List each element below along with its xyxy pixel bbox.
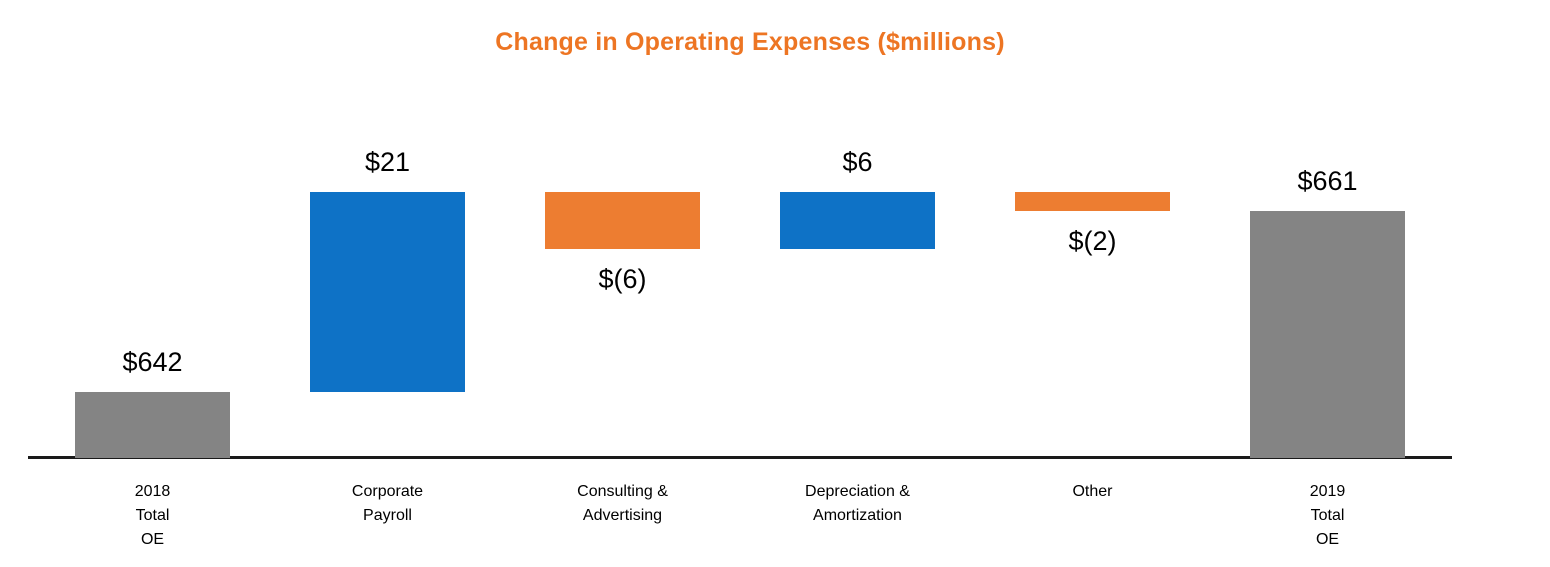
- category-label-2018-total-oe: 2018 Total OE: [134, 483, 171, 548]
- category-label-depreciation-amortization: Depreciation & Amortization: [805, 483, 910, 524]
- value-label-depreciation-amortization: $6: [842, 147, 873, 177]
- x-axis-line: [28, 456, 1452, 459]
- category-label-consulting-advertising: Consulting & Advertising: [577, 483, 668, 524]
- value-label-other: $(2): [1068, 226, 1117, 256]
- value-label-consulting-advertising: $(6): [598, 264, 647, 294]
- waterfall-bar-2018-total-oe: [75, 391, 230, 458]
- waterfall-bar-corporate-payroll: [310, 192, 465, 392]
- value-label-2018-total-oe: $642: [122, 346, 183, 377]
- chart-title: Change in Operating Expenses ($millions): [495, 28, 1005, 56]
- waterfall-bar-depreciation-amortization: [780, 192, 935, 249]
- category-label-other: Other: [1072, 483, 1113, 500]
- waterfall-bar-other: [1015, 192, 1170, 211]
- category-label-corporate-payroll: Corporate Payroll: [351, 483, 424, 524]
- value-label-corporate-payroll: $21: [364, 147, 411, 177]
- value-label-2019-total-oe: $661: [1297, 166, 1358, 196]
- waterfall-bar-2019-total-oe: [1250, 211, 1405, 458]
- waterfall-bar-consulting-advertising: [545, 192, 700, 249]
- category-label-2019-total-oe: 2019 Total OE: [1309, 483, 1346, 548]
